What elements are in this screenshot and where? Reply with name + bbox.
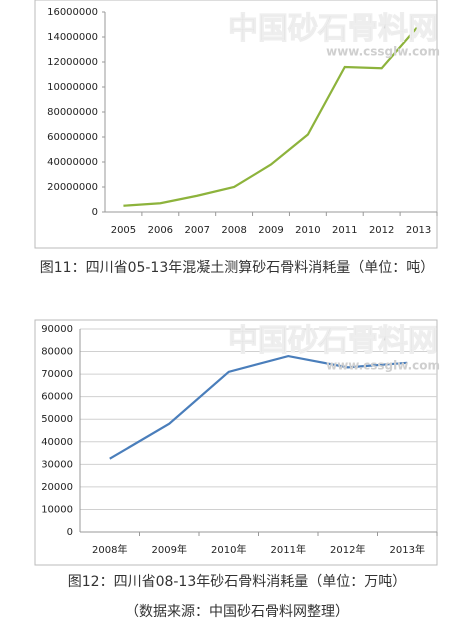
data-line bbox=[123, 25, 420, 207]
y-tick-label: 14000000 bbox=[47, 32, 98, 43]
x-tick-label: 2008 bbox=[221, 225, 246, 236]
watermark: 中国砂石骨料网 bbox=[228, 324, 438, 359]
y-tick-label: 50000 bbox=[41, 414, 73, 425]
x-tick-label: 2009 bbox=[258, 225, 283, 236]
x-tick-label: 2007 bbox=[184, 225, 209, 236]
y-tick-label: 16000000 bbox=[47, 7, 98, 18]
x-tick-label: 2009年 bbox=[152, 543, 187, 556]
y-tick-label: 80000 bbox=[41, 347, 73, 358]
y-tick-label: 20000 bbox=[41, 482, 73, 493]
y-tick-label: 10000 bbox=[41, 504, 73, 515]
y-tick-label: 12000000 bbox=[47, 57, 98, 68]
y-tick-label: 30000 bbox=[41, 459, 73, 470]
y-tick-label: 80000000 bbox=[47, 107, 98, 118]
x-tick-label: 2011年 bbox=[271, 543, 306, 556]
x-tick-label: 2006 bbox=[148, 225, 173, 236]
y-tick-label: 60000 bbox=[41, 392, 73, 403]
chart-frame bbox=[34, 319, 438, 566]
data-line bbox=[109, 354, 408, 460]
y-tick-label: 40000000 bbox=[47, 157, 98, 168]
y-tick-label: 60000000 bbox=[47, 132, 98, 143]
y-tick-label: 20000000 bbox=[47, 182, 98, 193]
y-tick-label: 0 bbox=[92, 207, 98, 218]
y-tick-label: 70000 bbox=[41, 369, 73, 380]
watermark: 中国砂石骨料网 bbox=[228, 12, 438, 47]
chart-caption: 图11：四川省05-13年混凝土测算砂石骨料消耗量（单位：吨） bbox=[40, 260, 435, 276]
chart-caption: 图12：四川省08-13年砂石骨料消耗量（单位：万吨） bbox=[68, 574, 407, 590]
chart-frame bbox=[34, 0, 438, 249]
source-note: （数据来源：中国砂石骨料网整理） bbox=[125, 604, 349, 620]
x-tick-label: 2008年 bbox=[92, 543, 127, 556]
y-tick-label: 90000 bbox=[41, 324, 73, 335]
x-tick-label: 2013年 bbox=[390, 543, 425, 556]
x-tick-label: 2013 bbox=[406, 225, 431, 236]
x-tick-label: 2010 bbox=[295, 225, 320, 236]
watermark-url: www.cssglw.com bbox=[326, 45, 440, 59]
y-tick-label: 40000 bbox=[41, 437, 73, 448]
x-tick-label: 2010年 bbox=[211, 543, 246, 556]
x-tick-label: 2012 bbox=[369, 225, 394, 236]
x-tick-label: 2012年 bbox=[330, 543, 365, 556]
y-tick-label: 0 bbox=[67, 527, 73, 538]
watermark-url: www.cssglw.com bbox=[326, 359, 440, 373]
x-tick-label: 2005 bbox=[111, 225, 136, 236]
y-tick-label: 10000000 bbox=[47, 82, 98, 93]
x-tick-label: 2011 bbox=[332, 225, 357, 236]
